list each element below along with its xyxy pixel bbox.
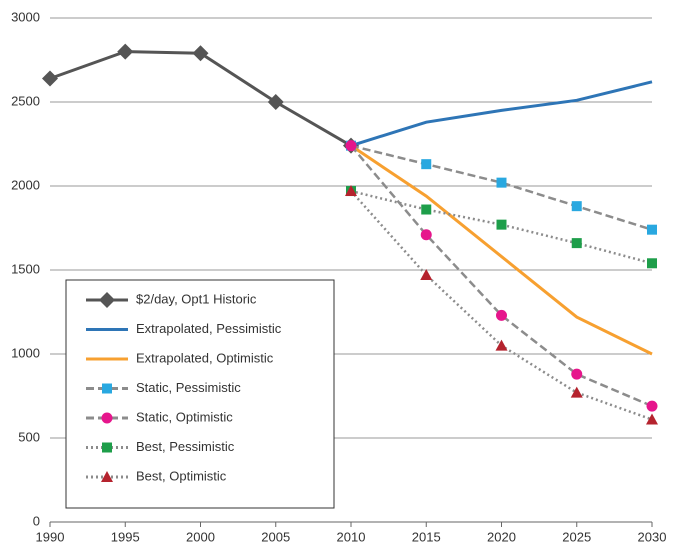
marker <box>101 471 113 482</box>
line <box>350 189 653 265</box>
legend-label: Static, Pessimistic <box>136 380 241 395</box>
series <box>345 185 658 425</box>
line <box>350 144 653 356</box>
line <box>350 144 653 231</box>
marker <box>267 94 284 110</box>
line <box>49 50 352 147</box>
y-tick-label: 3000 <box>11 9 40 24</box>
legend-label: $2/day, Opt1 Historic <box>136 291 257 306</box>
x-tick-label: 2005 <box>261 529 290 544</box>
marker <box>421 204 432 215</box>
marker <box>571 201 582 212</box>
series <box>350 144 653 356</box>
legend-label: Best, Pessimistic <box>136 439 235 454</box>
marker <box>102 442 112 453</box>
x-tick-label: 2020 <box>487 529 516 544</box>
y-tick-label: 1000 <box>11 345 40 360</box>
x-tick-label: 1995 <box>111 529 140 544</box>
marker <box>495 339 508 351</box>
marker <box>117 43 134 60</box>
marker <box>345 185 357 197</box>
marker <box>420 229 432 241</box>
legend: $2/day, Opt1 Historic Extrapolated, Pessi… <box>65 279 335 509</box>
legend-box <box>65 279 335 509</box>
marker <box>101 412 113 424</box>
legend-label: Extrapolated, Pessimistic <box>136 321 282 336</box>
marker <box>570 386 583 398</box>
marker <box>647 258 657 269</box>
legend-label: Extrapolated, Optimistic <box>136 350 274 365</box>
marker <box>496 177 507 188</box>
series <box>345 140 658 412</box>
marker <box>42 70 58 87</box>
line <box>350 144 653 408</box>
x-tick-label: 2000 <box>186 529 215 544</box>
marker <box>646 400 658 412</box>
legend-label: Best, Optimistic <box>136 468 227 483</box>
series <box>42 43 359 154</box>
x-tick-label: 2025 <box>562 529 591 544</box>
marker <box>99 292 115 308</box>
y-tick-label: 0 <box>33 513 40 528</box>
y-tick-label: 1500 <box>11 261 40 276</box>
marker <box>420 269 433 281</box>
x-tick-label: 2015 <box>412 529 441 544</box>
marker <box>345 140 357 152</box>
series <box>350 80 653 148</box>
marker <box>102 383 112 394</box>
x-tick-label: 2030 <box>638 529 667 544</box>
marker <box>421 159 432 170</box>
x-tick-label: 2010 <box>337 529 366 544</box>
x-tick-label: 1990 <box>36 529 65 544</box>
y-tick-label: 500 <box>18 429 40 444</box>
y-tick-label: 2000 <box>11 177 40 192</box>
legend-label: Static, Optimistic <box>136 409 233 424</box>
marker <box>192 45 209 62</box>
marker <box>571 368 583 380</box>
marker <box>646 413 658 425</box>
marker <box>647 224 657 235</box>
marker <box>496 309 507 321</box>
line <box>350 80 653 148</box>
marker <box>571 238 582 249</box>
y-tick-label: 2500 <box>11 93 40 108</box>
marker <box>496 219 507 230</box>
